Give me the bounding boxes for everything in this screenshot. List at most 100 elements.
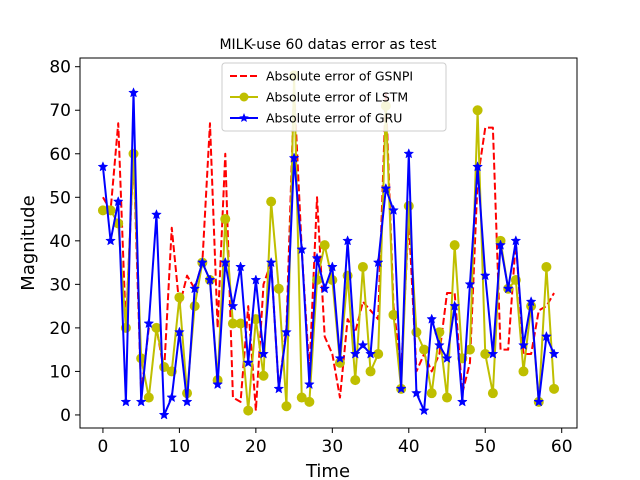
data-point (418, 404, 430, 416)
data-point (151, 209, 162, 220)
data-point (235, 318, 246, 329)
data-point (227, 300, 239, 311)
data-point (495, 239, 506, 250)
data-point (342, 235, 354, 246)
data-point (449, 300, 461, 311)
data-point (281, 326, 292, 337)
legend-entry: Absolute error of GSNPI (230, 69, 413, 84)
data-point (419, 344, 430, 355)
data-point (135, 396, 147, 407)
data-point (296, 243, 308, 255)
data-point (304, 396, 315, 407)
plot-frame (79, 57, 578, 429)
legend-marker (239, 113, 249, 123)
legend: Absolute error of GSNPI Absolute error of… (221, 62, 447, 132)
x-tick-label: 40 (398, 437, 420, 457)
y-tick-label: 70 (49, 101, 71, 121)
data-point (120, 396, 132, 407)
data-point (541, 330, 552, 342)
data-point (548, 348, 560, 359)
data-point (174, 326, 185, 337)
data-point (334, 352, 346, 363)
series-line (102, 74, 556, 412)
data-point (296, 392, 307, 403)
y-tick-label: 60 (49, 145, 71, 165)
y-tick-label: 40 (49, 232, 71, 252)
data-point (319, 283, 331, 294)
data-point (365, 348, 376, 359)
data-point (350, 375, 361, 386)
data-point (219, 256, 231, 268)
data-point (549, 383, 560, 394)
data-point (243, 405, 254, 416)
data-point (442, 392, 453, 403)
y-axis-label: Magnitude (18, 195, 39, 290)
data-point (143, 317, 155, 329)
data-point (472, 105, 483, 116)
data-point (395, 383, 407, 394)
data-point (288, 152, 300, 163)
series-line (101, 91, 555, 416)
data-point (303, 378, 315, 390)
data-point (480, 349, 491, 359)
data-point (97, 161, 109, 172)
data-point (265, 256, 277, 268)
legend-label: Absolute error of GRU (266, 111, 402, 126)
data-point (273, 383, 285, 394)
data-point (158, 409, 170, 420)
data-point (235, 261, 246, 272)
legend-marker (239, 92, 249, 102)
data-point (196, 256, 208, 268)
x-tick-label: 0 (98, 437, 109, 457)
data-point (128, 87, 139, 98)
data-point (541, 261, 552, 272)
data-point (380, 182, 392, 194)
data-point (502, 283, 514, 294)
data-point (128, 148, 139, 159)
data-point (266, 196, 277, 207)
series-layer (97, 70, 560, 420)
data-point (212, 378, 224, 390)
data-point (426, 388, 437, 399)
data-point (311, 252, 323, 263)
x-tick-label: 60 (551, 437, 573, 457)
y-tick-label: 20 (49, 319, 71, 339)
x-tick-label: 20 (245, 437, 267, 457)
data-point (166, 391, 178, 403)
legend-entry: Absolute error of GRU (230, 111, 402, 126)
data-point (411, 387, 422, 398)
data-point (388, 204, 399, 215)
data-point (220, 214, 231, 225)
data-point (411, 327, 422, 338)
data-point (510, 235, 522, 246)
data-point (456, 396, 468, 407)
chart-title: MILK-use 60 datas error as test (219, 37, 437, 53)
data-point (426, 313, 438, 324)
data-point (151, 322, 162, 333)
data-point (365, 366, 376, 377)
y-tick-label: 50 (49, 188, 71, 208)
x-axis-label: Time (305, 461, 350, 480)
legend-label: Absolute error of GSNPI (266, 69, 413, 84)
data-point (373, 349, 384, 359)
data-point (449, 240, 460, 251)
data-point (518, 339, 529, 350)
data-point (189, 283, 201, 294)
y-tick-label: 10 (49, 362, 71, 382)
x-tick-label: 50 (474, 437, 496, 457)
data-point (112, 195, 124, 207)
y-tick-label: 30 (49, 275, 71, 295)
data-point (326, 261, 338, 272)
data-point (487, 348, 499, 359)
data-point (441, 352, 453, 363)
data-point (105, 235, 116, 246)
data-point (472, 161, 483, 172)
data-point (312, 275, 323, 285)
data-point (204, 274, 216, 285)
data-point (388, 309, 399, 320)
data-point (372, 256, 384, 268)
x-tick-label: 10 (169, 437, 191, 457)
legend-box (221, 62, 447, 132)
axes-layer: 0 10 20 30 40 50 60 0 10 20 30 40 50 60 70 80 (49, 58, 572, 457)
